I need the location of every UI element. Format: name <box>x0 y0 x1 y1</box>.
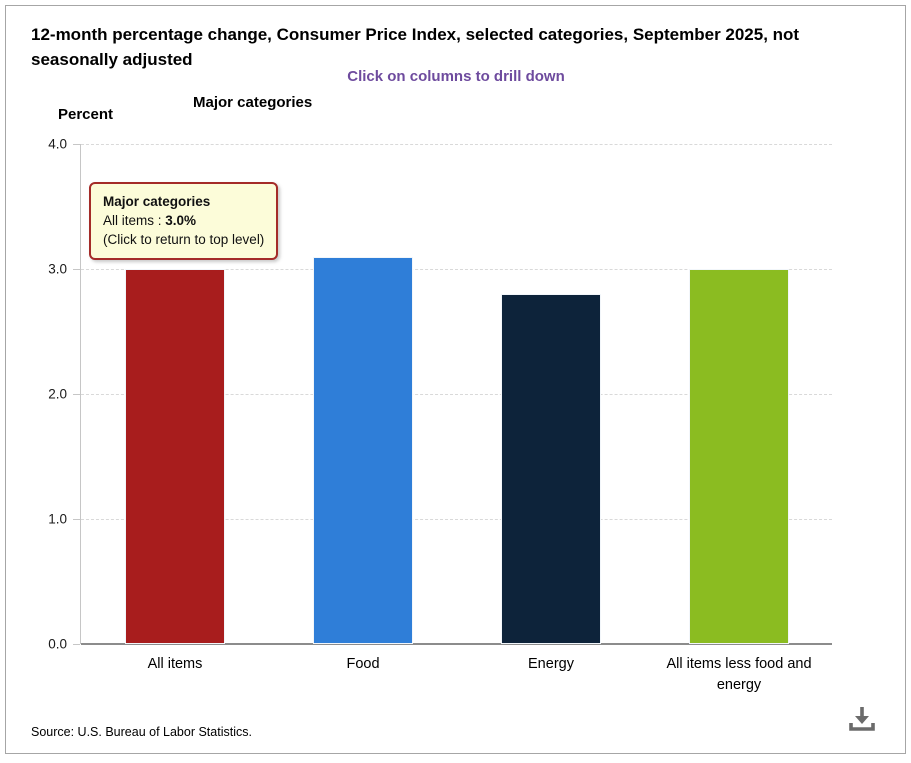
download-icon <box>849 707 875 731</box>
gridline-2.0 <box>81 394 832 395</box>
x-axis-baseline <box>81 643 832 645</box>
tooltip-value: 3.0% <box>165 213 197 228</box>
bar-food[interactable] <box>313 256 413 644</box>
tooltip-hint: (Click to return to top level) <box>103 232 265 247</box>
y-tick-mark <box>73 644 80 645</box>
bar-energy[interactable] <box>501 294 601 644</box>
plot-area: 0.0 1.0 2.0 3.0 4.0 All items Food Energy All it… <box>48 137 832 693</box>
tooltip-series-label: All items <box>103 213 155 228</box>
gridline-3.0 <box>81 269 832 270</box>
y-tick-mark <box>73 144 80 145</box>
tooltip-value-line: All items : 3.0% <box>103 211 264 230</box>
y-axis-title: Percent <box>58 106 114 123</box>
y-tick-mark <box>73 394 80 395</box>
x-axis-label-all-items: All items <box>147 656 203 672</box>
cpi-chart-widget: 12-month percentage change, Consumer Pri… <box>5 5 906 754</box>
x-axis-label-food: Food <box>346 656 380 672</box>
gridline-1.0 <box>81 519 832 520</box>
axis-group-label: Major categories <box>193 94 313 111</box>
drilldown-tooltip[interactable]: Major categories All items : 3.0% (Click… <box>89 182 279 260</box>
y-tick-mark <box>73 519 80 520</box>
bar-all-items-less-food-and-energy[interactable] <box>689 269 789 644</box>
drilldown-hint: Click on columns to drill down <box>347 68 565 85</box>
source-note: Source: U.S. Bureau of Labor Statistics. <box>31 725 252 739</box>
y-tick-label-1.0: 1.0 <box>48 511 67 527</box>
x-axis-label-energy: Energy <box>528 656 574 672</box>
tooltip-title: Major categories <box>103 194 211 209</box>
y-tick-label-2.0: 2.0 <box>48 386 67 402</box>
download-button[interactable] <box>842 699 882 739</box>
y-tick-mark <box>73 269 80 270</box>
gridline-4.0 <box>81 144 832 145</box>
bar-all-items[interactable] <box>125 269 225 644</box>
y-tick-label-3.0: 3.0 <box>48 261 67 277</box>
chart-title: 12-month percentage change, Consumer Pri… <box>31 25 800 69</box>
y-tick-label-4.0: 4.0 <box>48 136 67 152</box>
y-tick-label-0.0: 0.0 <box>48 636 67 652</box>
tooltip-separator: : <box>154 213 166 228</box>
x-axis-label-all-items-less-food-and-energy: All items less food and energy <box>666 656 812 693</box>
